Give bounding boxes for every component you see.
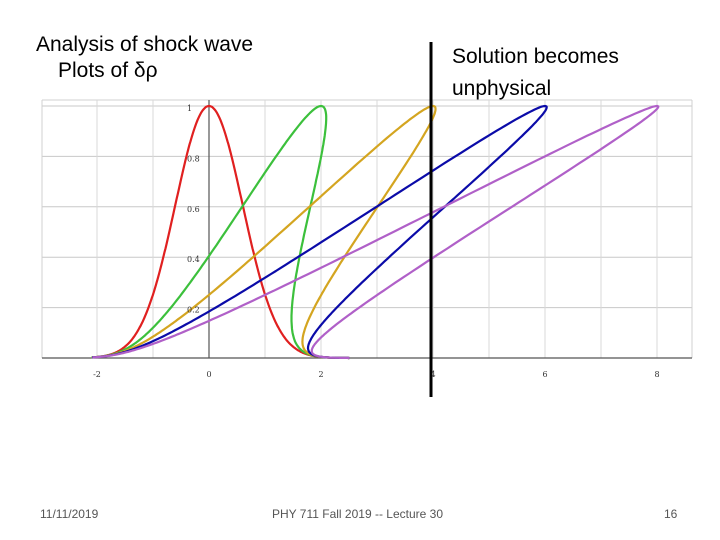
x-tick-label: 8 <box>654 370 659 379</box>
x-tick-label: 2 <box>318 370 323 379</box>
y-tick-label: 0.4 <box>187 255 200 264</box>
delta-rho-symbol: δρ <box>133 59 158 82</box>
unphysical-annotation: Solution becomes unphysical <box>452 41 619 105</box>
y-tick-label: 0.2 <box>187 306 200 315</box>
slide-title: Analysis of shock wave Plots of δρ <box>36 32 253 84</box>
footer-date: 11/11/2019 <box>40 507 99 521</box>
annotation-line2: unphysical <box>452 77 552 100</box>
plot-tick-labels: -2 0 2 4 6 8 0.2 0.4 0.6 0.8 1 <box>93 104 659 379</box>
annotation-line1: Solution becomes <box>452 45 619 68</box>
series-line-4 <box>91 104 548 360</box>
series-line-2 <box>91 104 350 360</box>
x-tick-label: 4 <box>430 370 435 379</box>
plot-curves <box>91 104 660 360</box>
slide-title-line2: Plots of δρ <box>58 59 158 82</box>
x-tick-label: 6 <box>542 370 547 379</box>
y-tick-label: 0.6 <box>187 205 200 214</box>
series-line-1 <box>91 104 350 360</box>
x-tick-label: -2 <box>93 370 101 379</box>
slide-title-line1: Analysis of shock wave <box>36 33 254 56</box>
plot-grid <box>41 99 693 358</box>
plot-axes <box>42 100 692 359</box>
x-tick-label: 0 <box>206 370 211 379</box>
footer-page: 16 <box>664 507 678 521</box>
y-tick-label: 1 <box>187 104 192 113</box>
y-tick-label: 0.8 <box>187 154 200 163</box>
series-line-5 <box>92 104 660 360</box>
footer-course: PHY 711 Fall 2019 -- Lecture 30 <box>272 507 443 521</box>
